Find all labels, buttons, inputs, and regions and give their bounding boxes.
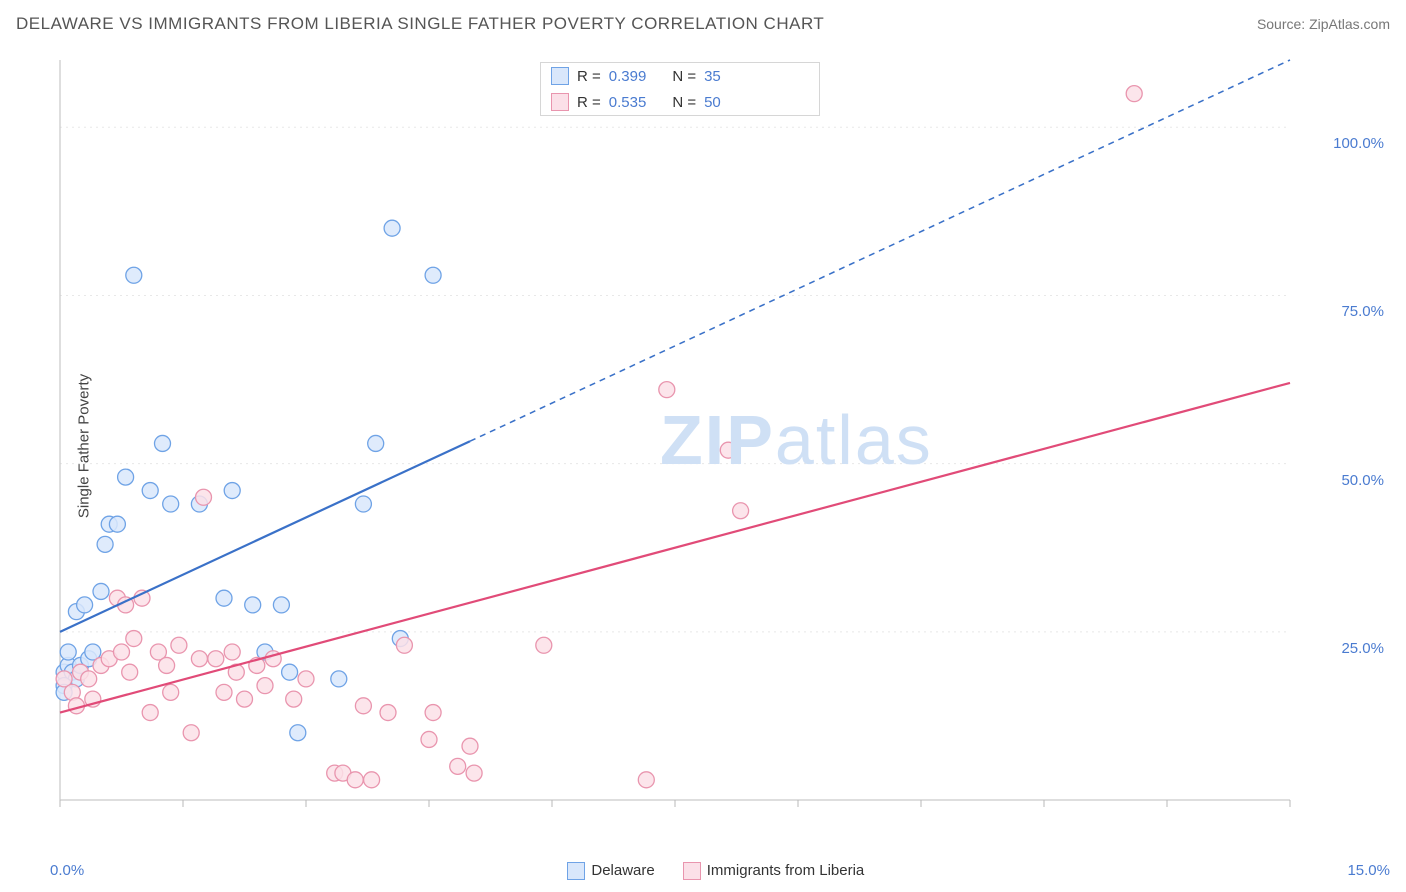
stat-n-label: N = bbox=[672, 68, 696, 85]
y-tick-label: 100.0% bbox=[1333, 135, 1384, 152]
chart-title: DELAWARE VS IMMIGRANTS FROM LIBERIA SING… bbox=[16, 14, 824, 34]
legend-swatch bbox=[683, 862, 701, 880]
y-tick-label: 50.0% bbox=[1341, 472, 1384, 489]
source-label: Source: ZipAtlas.com bbox=[1257, 16, 1390, 32]
stat-r-value: 0.535 bbox=[609, 94, 647, 111]
x-max-label: 15.0% bbox=[1347, 862, 1390, 879]
stat-r-value: 0.399 bbox=[609, 68, 647, 85]
legend-item: Immigrants from Liberia bbox=[683, 862, 865, 880]
legend-swatch bbox=[567, 862, 585, 880]
correlation-stats-box: R = 0.399 N = 35 R = 0.535 N = 50 bbox=[540, 62, 820, 116]
legend-label: Delaware bbox=[591, 862, 654, 879]
stat-n-value: 50 bbox=[704, 94, 721, 111]
scatter-chart bbox=[50, 50, 1390, 840]
stats-row: R = 0.535 N = 50 bbox=[541, 89, 819, 115]
series-swatch bbox=[551, 67, 569, 85]
y-tick-label: 25.0% bbox=[1341, 640, 1384, 657]
x-min-label: 0.0% bbox=[50, 862, 84, 879]
legend: Delaware Immigrants from Liberia bbox=[567, 862, 864, 880]
stats-row: R = 0.399 N = 35 bbox=[541, 63, 819, 89]
legend-item: Delaware bbox=[567, 862, 654, 880]
x-axis-bar: 0.0% Delaware Immigrants from Liberia 15.… bbox=[50, 862, 1390, 880]
series-swatch bbox=[551, 93, 569, 111]
stat-r-label: R = bbox=[577, 94, 601, 111]
plot-area: ZIPatlas R = 0.399 N = 35 R = 0.535 N = … bbox=[50, 50, 1390, 840]
legend-label: Immigrants from Liberia bbox=[707, 862, 865, 879]
stat-n-label: N = bbox=[672, 94, 696, 111]
y-tick-label: 75.0% bbox=[1341, 303, 1384, 320]
stat-r-label: R = bbox=[577, 68, 601, 85]
stat-n-value: 35 bbox=[704, 68, 721, 85]
